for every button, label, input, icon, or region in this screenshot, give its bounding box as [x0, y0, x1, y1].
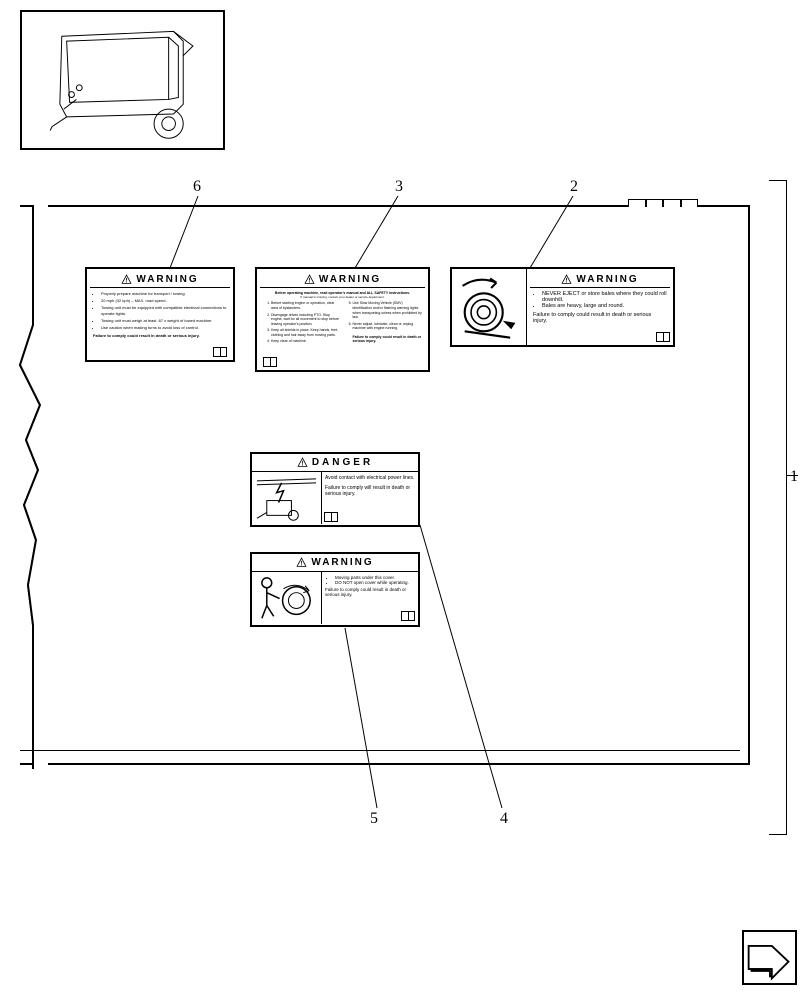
- decal-warning-bale-eject: WARNING NEVER EJECT NEVER EJECT or store…: [450, 267, 675, 347]
- callout-number-4: 4: [500, 810, 508, 828]
- decal-item: Disengage drives including PTO. Stop eng…: [271, 313, 341, 327]
- panel-inner-underline: [20, 750, 740, 751]
- decal-bullet: Towing unit must weigh at least .67 x we…: [101, 318, 227, 323]
- decal-footer: Failure to comply could result in death …: [530, 312, 670, 324]
- decal-item: Use Slow Moving Vehicle (SMV) identifica…: [353, 301, 423, 319]
- bracket-tick: [786, 475, 798, 476]
- panel-tabs: [628, 205, 698, 220]
- manual-icon: [401, 611, 415, 621]
- callout-number-5: 5: [370, 810, 378, 828]
- decal-title: DANGER: [312, 457, 373, 468]
- decal-bullet: Towing unit must be equipped with compat…: [101, 305, 227, 315]
- decal-title: WARNING: [136, 274, 198, 285]
- decal-title: WARNING: [576, 274, 638, 285]
- decal-item: Keep clear of machine.: [271, 339, 341, 344]
- decal-bullet: Use caution when making turns to avoid l…: [101, 325, 227, 330]
- decal-text: Avoid contact with electrical power line…: [325, 475, 415, 481]
- decal-warning-transport: WARNING Properly prepare machine for tra…: [85, 267, 235, 362]
- manual-icon: [656, 332, 670, 342]
- decal-footer: Failure to comply could result in death …: [93, 333, 227, 338]
- decal-bullet: Properly prepare machine for transport /…: [101, 291, 227, 296]
- decal-bullet: 20 mph (32 kph) – MAX. road speed.: [101, 298, 227, 303]
- manual-icon: [324, 512, 338, 522]
- main-diagram-panel: WARNING Properly prepare machine for tra…: [20, 205, 750, 765]
- decal-title: WARNING: [319, 274, 381, 285]
- callout-number-3: 3: [395, 178, 403, 196]
- page-next-icon[interactable]: [742, 930, 797, 985]
- decal-footer: Failure to comply will result in death o…: [325, 485, 415, 497]
- thumbnail-machine: [20, 10, 225, 150]
- manual-icon: [213, 347, 227, 357]
- decal-item: Before starting engine or operation, cle…: [271, 301, 341, 310]
- callout-number-2: 2: [570, 178, 578, 196]
- callout-number-1: 1: [790, 468, 798, 486]
- decal-warning-moving-parts: WARNING Moving parts under this cover. D…: [250, 552, 420, 627]
- decal-warning-operating: WARNING Before operating machine, read o…: [255, 267, 430, 372]
- decal-bullet: Bales are heavy, large and round.: [542, 303, 667, 309]
- decal-item: Never adjust, lubricate, clean or unplug…: [353, 322, 423, 331]
- decal-sub: If manual is missing, contact your deale…: [263, 296, 422, 300]
- decal-bullet: DO NOT open cover while operating.: [335, 580, 415, 585]
- decal-danger-powerlines: DANGER Avoid contact with electrical pow…: [250, 452, 420, 527]
- decal-footer: Failure to comply could result in death …: [353, 335, 423, 344]
- callout-number-6: 6: [193, 178, 201, 196]
- decal-footer: Failure to comply could result in death …: [325, 587, 415, 597]
- decal-title: WARNING: [311, 557, 373, 568]
- decal-item: Keep all shields in place. Keep hands, f…: [271, 328, 341, 337]
- manual-icon: [263, 357, 277, 367]
- bracket-panel: [769, 180, 787, 835]
